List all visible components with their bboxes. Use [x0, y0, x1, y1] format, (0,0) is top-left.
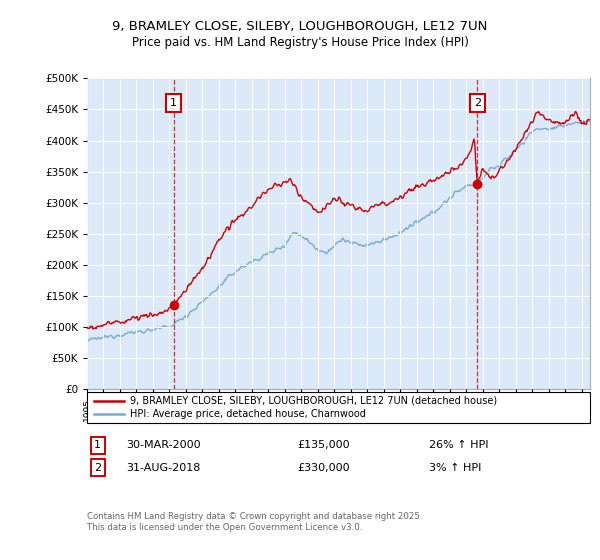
Text: 1: 1	[94, 440, 101, 450]
Text: Contains HM Land Registry data © Crown copyright and database right 2025.
This d: Contains HM Land Registry data © Crown c…	[87, 512, 422, 531]
Text: 9, BRAMLEY CLOSE, SILEBY, LOUGHBOROUGH, LE12 7UN: 9, BRAMLEY CLOSE, SILEBY, LOUGHBOROUGH, …	[112, 20, 488, 32]
Text: 30-MAR-2000: 30-MAR-2000	[126, 440, 200, 450]
Text: 2: 2	[473, 98, 481, 108]
Text: 9, BRAMLEY CLOSE, SILEBY, LOUGHBOROUGH, LE12 7UN (detached house): 9, BRAMLEY CLOSE, SILEBY, LOUGHBOROUGH, …	[130, 395, 497, 405]
Text: 1: 1	[170, 98, 177, 108]
Text: HPI: Average price, detached house, Charnwood: HPI: Average price, detached house, Char…	[130, 409, 366, 419]
Text: 3% ↑ HPI: 3% ↑ HPI	[429, 463, 481, 473]
Text: 26% ↑ HPI: 26% ↑ HPI	[429, 440, 488, 450]
Text: 31-AUG-2018: 31-AUG-2018	[126, 463, 200, 473]
Text: £135,000: £135,000	[297, 440, 350, 450]
Text: £330,000: £330,000	[297, 463, 350, 473]
Text: 2: 2	[94, 463, 101, 473]
Text: Price paid vs. HM Land Registry's House Price Index (HPI): Price paid vs. HM Land Registry's House …	[131, 36, 469, 49]
